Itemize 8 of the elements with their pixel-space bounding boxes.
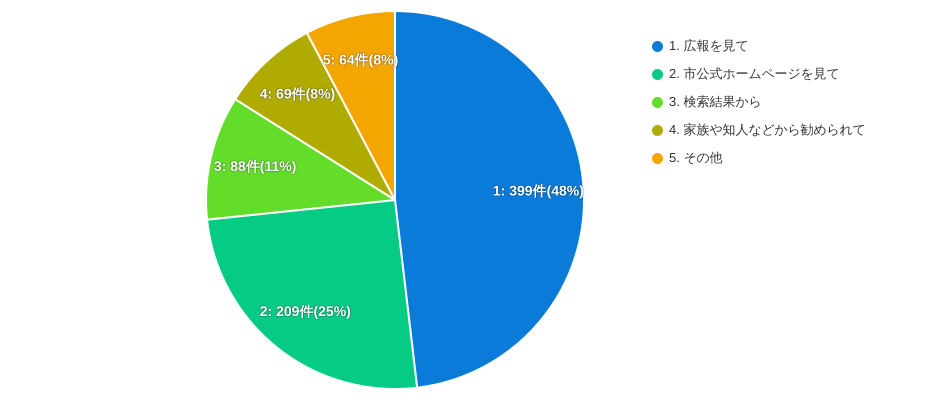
- data-label: 2: 209件(25%): [260, 303, 351, 320]
- legend-label: 3. 検索結果から: [669, 93, 762, 111]
- data-label: 3: 88件(11%): [214, 158, 296, 174]
- legend-label: 5. その他: [669, 149, 722, 167]
- legend-label: 1. 広報を見て: [669, 37, 748, 55]
- data-label: 4: 69件(8%): [260, 85, 336, 102]
- legend-label: 4. 家族や知人などから勧められて: [669, 121, 866, 139]
- legend-label: 2. 市公式ホームページを見て: [669, 65, 840, 83]
